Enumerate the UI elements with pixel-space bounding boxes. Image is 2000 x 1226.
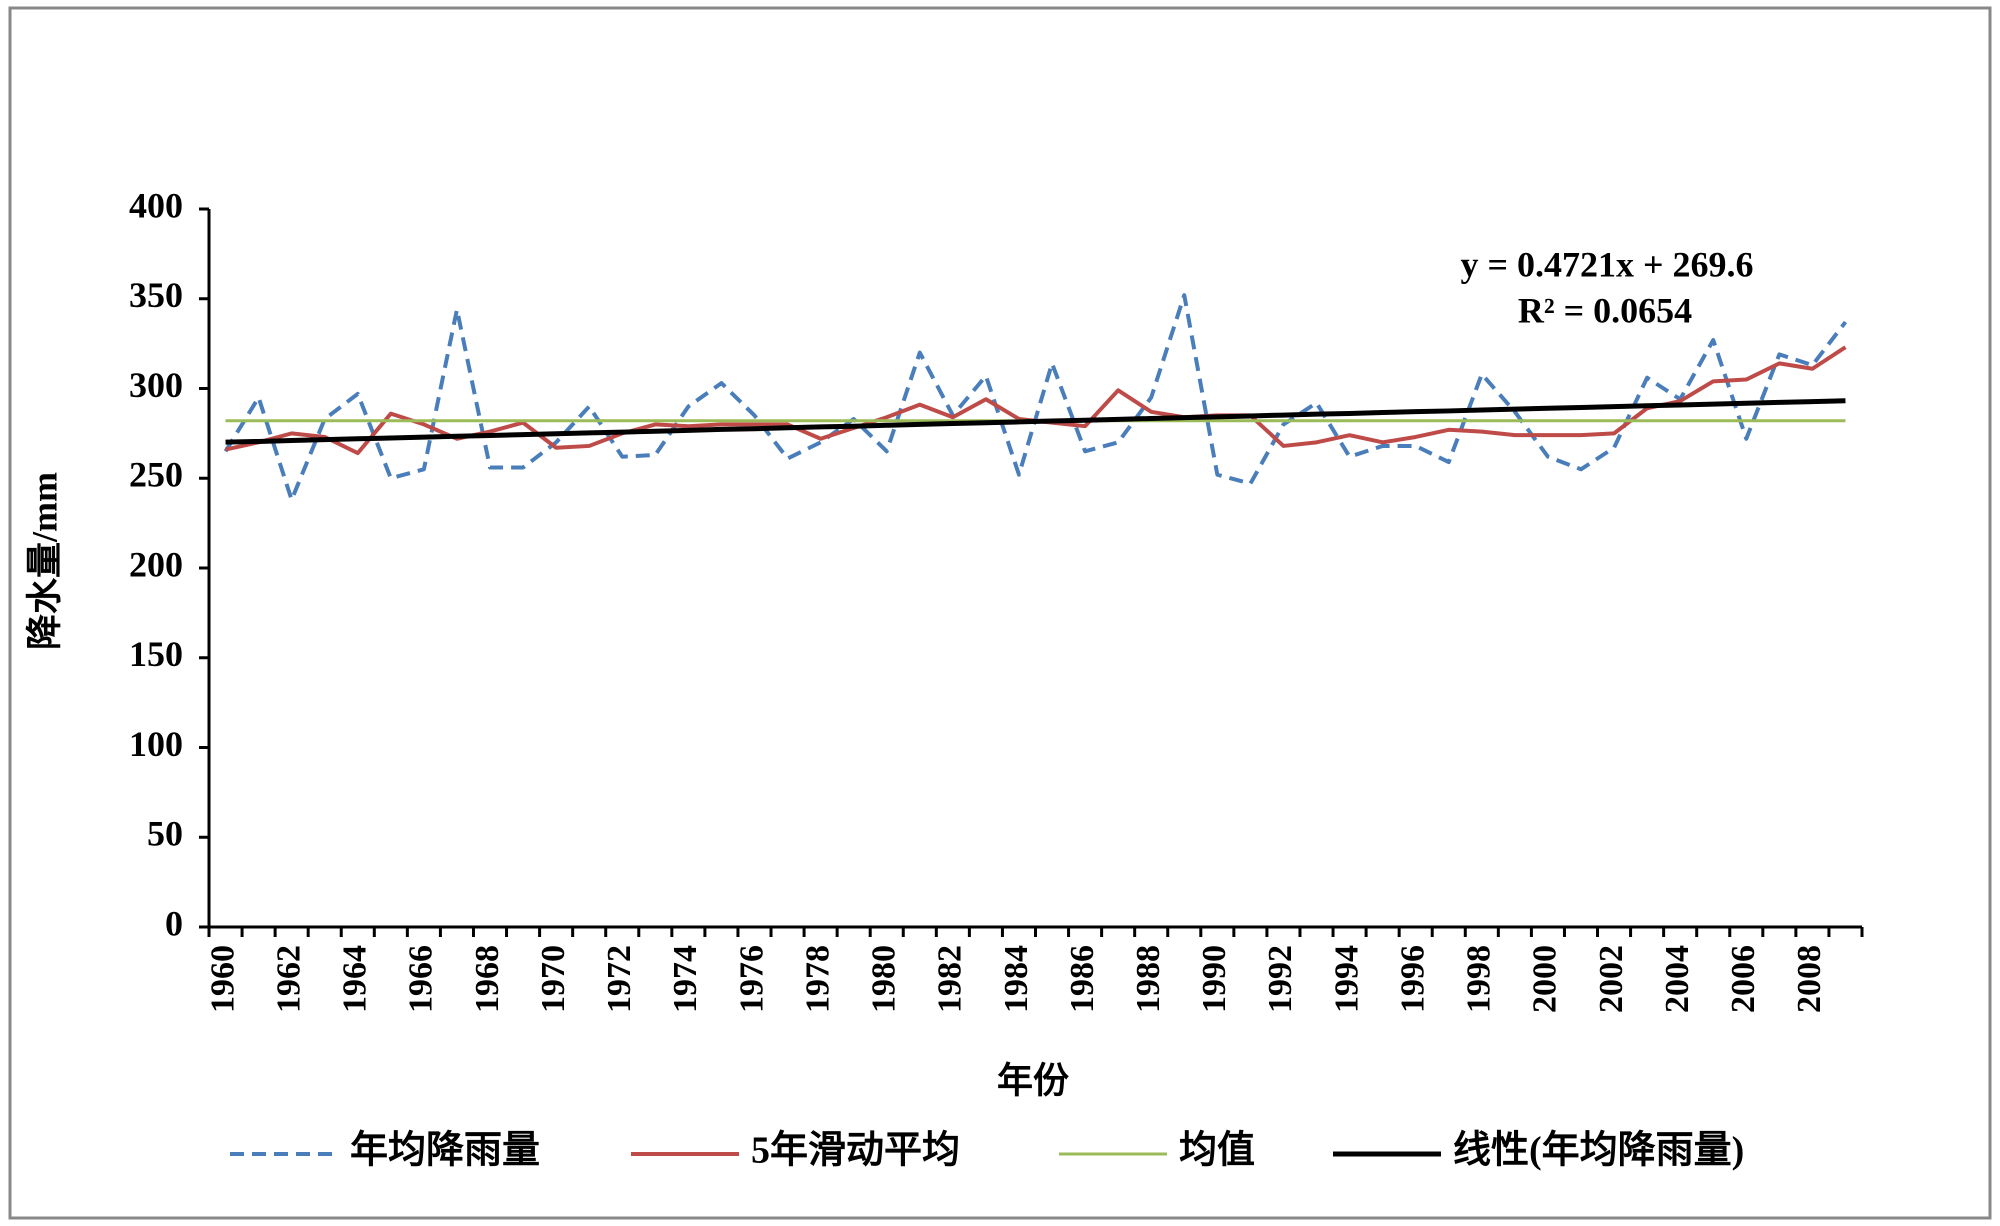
y-tick-label: 0 [165,903,183,943]
x-tick-label: 2006 [1725,945,1762,1013]
trend-equation: y = 0.4721x + 269.6 [1460,244,1753,284]
legend-label: 均值 [1179,1130,1255,1172]
x-tick-label: 1998 [1461,945,1498,1013]
x-tick-label: 1972 [601,945,638,1013]
x-tick-label: 2008 [1791,945,1828,1013]
x-tick-label: 2002 [1593,945,1630,1013]
legend-label: 线性(年均降雨量) [1453,1130,1744,1172]
chart-frame [8,6,1992,1220]
x-tick-label: 1974 [667,945,704,1013]
y-tick-label: 300 [129,365,183,405]
y-tick-label: 200 [129,544,183,584]
y-tick-label: 400 [129,185,183,225]
x-tick-label: 1984 [998,945,1035,1013]
x-tick-label: 1960 [204,945,241,1013]
x-tick-label: 1962 [270,945,307,1013]
y-tick-label: 150 [129,634,183,674]
legend-label: 年均降雨量 [350,1130,540,1172]
x-tick-label: 1988 [1130,945,1167,1013]
legend-label: 5年滑动平均 [751,1130,960,1172]
x-tick-label: 1982 [932,945,969,1013]
y-axis-title: 降水量/mm [24,472,64,650]
x-tick-label: 2000 [1527,945,1564,1013]
y-tick-label: 350 [129,275,183,315]
x-tick-label: 1990 [1196,945,1233,1013]
y-tick-label: 100 [129,724,183,764]
x-tick-label: 2004 [1659,945,1696,1013]
x-tick-label: 1980 [866,945,903,1013]
x-tick-label: 1994 [1328,945,1365,1013]
y-tick-label: 50 [147,814,183,854]
series-line [225,398,1846,445]
x-tick-label: 1976 [733,945,770,1013]
x-tick-label: 1986 [1064,945,1101,1013]
x-tick-label: 1968 [469,945,506,1013]
x-tick-label: 1992 [1262,945,1299,1013]
x-tick-label: 1964 [337,945,374,1013]
x-tick-label: 1966 [403,945,440,1013]
x-tick-label: 1996 [1394,945,1431,1013]
x-tick-label: 1970 [535,945,572,1013]
x-tick-label: 1978 [799,945,836,1013]
trend-r-squared: R² = 0.0654 [1518,290,1692,330]
y-tick-label: 250 [129,455,183,495]
x-axis-title: 年份 [997,1060,1069,1100]
